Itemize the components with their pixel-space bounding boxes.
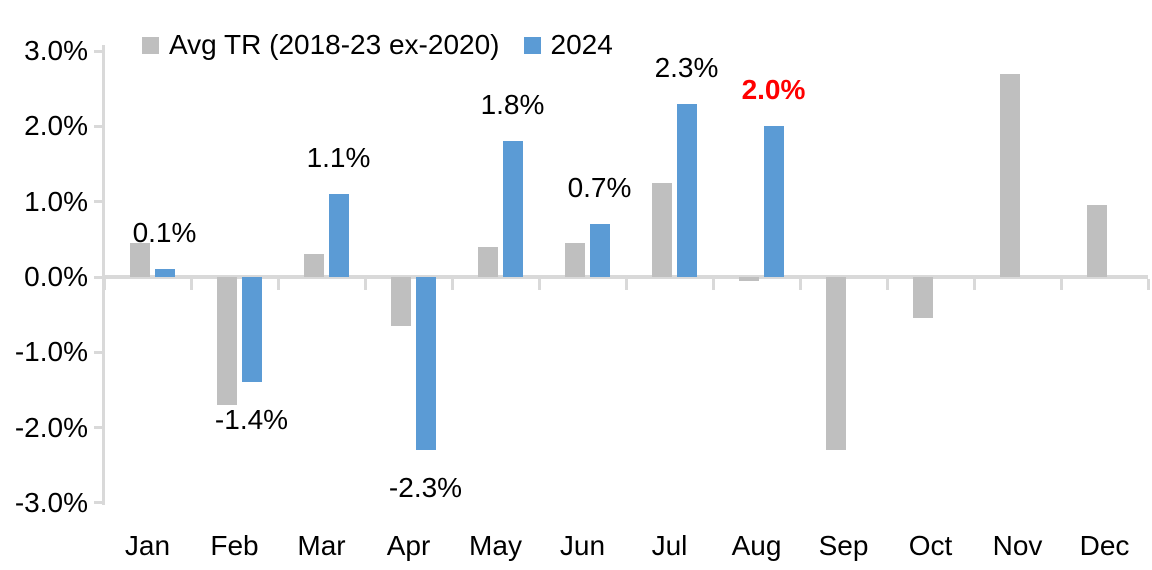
bar-avg-mar (303, 254, 324, 277)
y-axis-tick-label: -2.0% (14, 411, 88, 443)
bar-2024-may (502, 141, 523, 277)
bar-2024-mar (328, 194, 349, 277)
bar-2024-apr (415, 277, 436, 451)
x-axis-month-label: Sep (818, 530, 869, 561)
x-axis-tick (537, 279, 541, 290)
x-axis-zero-line (102, 275, 1148, 279)
x-axis-tick (363, 279, 367, 290)
x-axis-tick (276, 279, 280, 290)
data-label-may: 1.8% (480, 89, 545, 121)
y-axis-tick (94, 501, 104, 505)
x-axis-tick (189, 279, 193, 290)
y-axis-tick-label: 1.0% (24, 185, 88, 217)
x-axis-month-label: Oct (908, 530, 953, 561)
bar-avg-feb (216, 277, 237, 406)
data-label-mar: 1.1% (306, 142, 371, 174)
legend-swatch-avg-tr-icon (142, 36, 159, 54)
bar-avg-nov (999, 73, 1020, 277)
x-axis-tick (798, 279, 802, 290)
x-axis-month-label: Feb (210, 530, 259, 561)
y-axis-tick (94, 49, 104, 53)
x-axis-month-label: Apr (386, 530, 431, 561)
legend-label-avg-tr: Avg TR (2018-23 ex-2020) (169, 29, 500, 60)
bar-avg-jan (129, 243, 150, 277)
bar-2024-jan (154, 269, 175, 277)
x-axis-tick (1146, 279, 1150, 290)
bar-avg-jul (651, 182, 672, 277)
legend-label-2024: 2024 (550, 29, 613, 60)
legend-swatch-2024-icon (523, 36, 541, 54)
x-axis-month-label: Aug (731, 530, 782, 561)
data-label-jun: 0.7% (567, 172, 632, 204)
x-axis-month-label: May (469, 530, 522, 561)
bar-avg-oct (912, 277, 933, 319)
y-axis-tick (94, 124, 104, 128)
legend-item-2024: 2024 (523, 28, 613, 62)
x-axis-month-label: Jan (124, 530, 171, 561)
y-axis-tick (94, 350, 104, 354)
x-axis-month-label: Nov (992, 530, 1043, 561)
x-axis-tick (885, 279, 889, 290)
data-label-jan: 0.1% (132, 217, 197, 249)
bar-avg-sep (825, 277, 846, 451)
bar-avg-jun (564, 243, 585, 277)
y-axis-tick-label: 0.0% (24, 261, 88, 292)
x-axis-month-label: Mar (297, 530, 346, 561)
x-axis-tick (1059, 279, 1063, 290)
bar-avg-may (477, 246, 498, 277)
x-axis-tick (711, 279, 715, 290)
x-axis-tick (972, 279, 976, 290)
data-label-feb: -1.4% (214, 404, 289, 436)
data-label-jul: 2.3% (654, 51, 719, 83)
bar-2024-jul (676, 103, 697, 277)
x-axis-month-label: Jun (559, 530, 606, 561)
bar-2024-jun (589, 224, 610, 277)
bar-avg-dec (1086, 205, 1107, 277)
y-axis-tick-label: -3.0% (14, 486, 88, 518)
x-axis-tick (102, 279, 106, 290)
bar-avg-apr (390, 277, 411, 326)
y-axis-tick-label: 2.0% (24, 110, 88, 142)
data-label-aug: 2.0% (741, 74, 806, 106)
bar-2024-aug (763, 126, 784, 277)
y-axis-tick (94, 275, 104, 279)
data-label-apr: -2.3% (388, 472, 463, 504)
x-axis-tick (450, 279, 454, 290)
y-axis-tick (94, 200, 104, 204)
y-axis-tick-label: 3.0% (24, 35, 88, 66)
bar-2024-feb (241, 277, 262, 383)
x-axis-month-label: Jul (651, 530, 688, 561)
chart-legend: Avg TR (2018-23 ex-2020) 2024 (142, 28, 613, 62)
x-axis-tick (624, 279, 628, 290)
bar-avg-aug (738, 277, 759, 281)
y-axis-tick (94, 426, 104, 430)
x-axis-month-label: Dec (1079, 530, 1130, 561)
y-axis-tick-label: -1.0% (14, 336, 88, 368)
legend-item-avg-tr: Avg TR (2018-23 ex-2020) (142, 28, 500, 62)
